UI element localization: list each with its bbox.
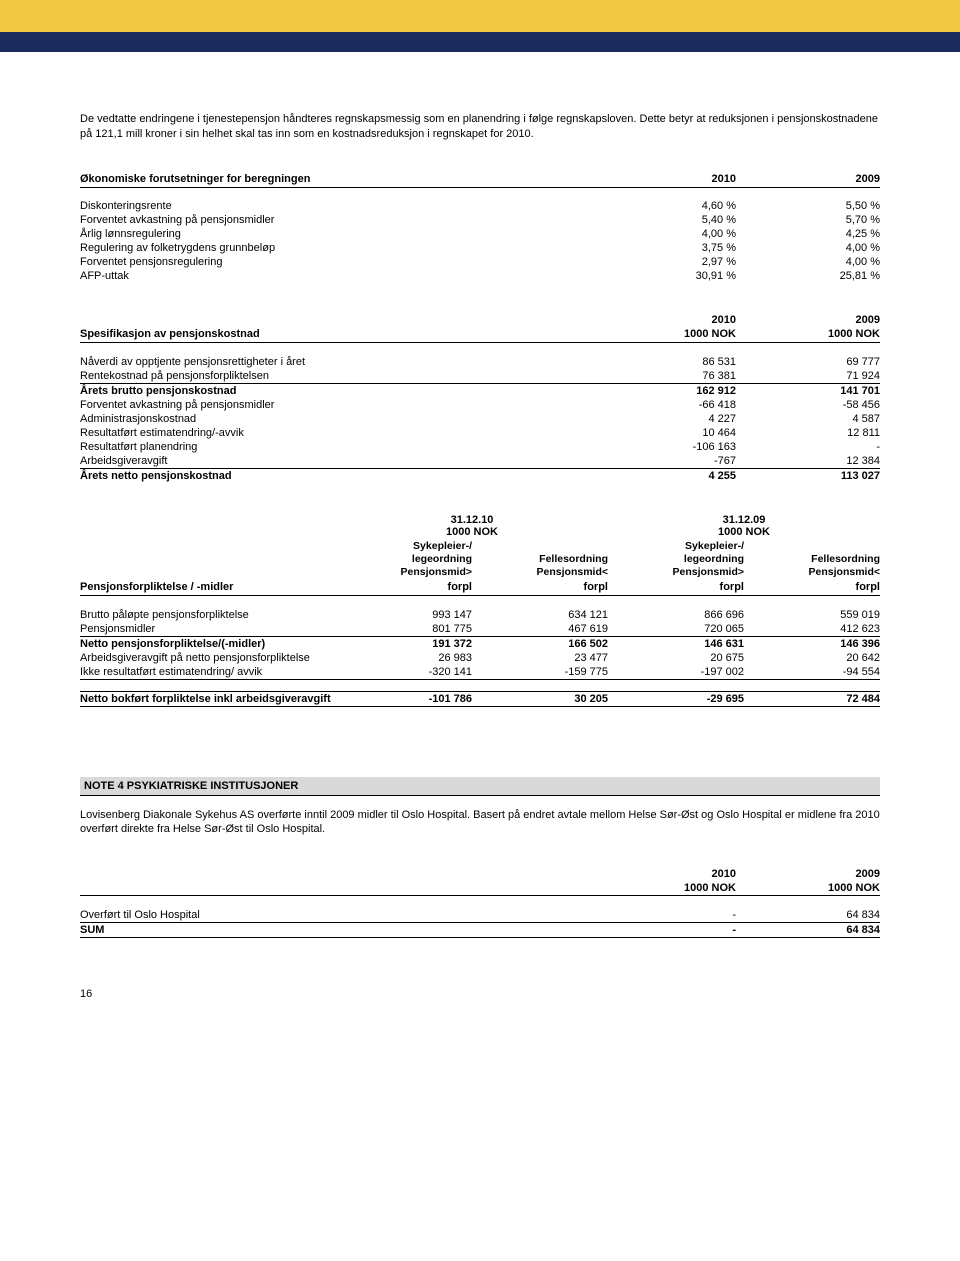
cell-v2: 25,81 % xyxy=(736,269,880,283)
spec-brutto-v2: 141 701 xyxy=(736,383,880,398)
oblig-unit2: 1000 NOK xyxy=(718,526,770,538)
oblig-netto-label: Netto pensjonsforpliktelse/(-midler) xyxy=(80,636,336,651)
table-row: Nåverdi av opptjente pensjonsrettigheter… xyxy=(80,355,880,369)
oblig-col-b2: FellesordningPensjonsmid< xyxy=(744,539,880,580)
cell-label: Diskonteringsrente xyxy=(80,199,592,213)
table-row: Regulering av folketrygdens grunnbeløp 3… xyxy=(80,241,880,255)
cell-label: Forventet pensjonsregulering xyxy=(80,255,592,269)
table-row: Arbeidsgiveravgift -767 12 384 xyxy=(80,454,880,469)
table-row: Forventet avkastning på pensjonsmidler 5… xyxy=(80,213,880,227)
spec-h2b: 1000 NOK xyxy=(736,327,880,343)
spec-table: 2010 2009 Spesifikasjon av pensjonskostn… xyxy=(80,313,880,483)
page-content: De vedtatte endringene i tjenestepensjon… xyxy=(0,112,960,1040)
spec-brutto-label: Årets brutto pensjonskostnad xyxy=(80,383,592,398)
cell-label: Regulering av folketrygdens grunnbeløp xyxy=(80,241,592,255)
header-yellow-stripe xyxy=(0,0,960,32)
table-row: Resultatført estimatendring/-avvik 10 46… xyxy=(80,426,880,440)
note4-row-label: Overført til Oslo Hospital xyxy=(80,908,592,923)
note4-sum-label: SUM xyxy=(80,922,592,937)
cell-v2: 4,00 % xyxy=(736,241,880,255)
spec-h1b: 2009 xyxy=(736,313,880,327)
table-row: AFP-uttak 30,91 % 25,81 % xyxy=(80,269,880,283)
table-row: Administrasjonskostnad 4 227 4 587 xyxy=(80,412,880,426)
cell-label: Forventet avkastning på pensjonsmidler xyxy=(80,213,592,227)
table-row: Resultatført planendring -106 163 - xyxy=(80,440,880,454)
oblig-col-b1: Sykepleier-/legeordningPensjonsmid> xyxy=(608,539,744,580)
header-navy-stripe xyxy=(0,32,960,52)
obligations-table: 31.12.10 1000 NOK 31.12.09 1000 NOK Syke… xyxy=(80,513,880,707)
oblig-date2: 31.12.09 1000 NOK xyxy=(608,513,880,539)
cell-v2: 5,50 % xyxy=(736,199,880,213)
oblig-date1: 31.12.10 1000 NOK xyxy=(336,513,608,539)
assumptions-table: Økonomiske forutsetninger for beregninge… xyxy=(80,172,880,284)
header-bar xyxy=(0,0,960,52)
spec-title: Spesifikasjon av pensjonskostnad xyxy=(80,327,592,343)
assumptions-year-1: 2009 xyxy=(736,172,880,188)
spec-netto-v1: 4 255 xyxy=(592,468,736,483)
cell-v1: 4,60 % xyxy=(592,199,736,213)
table-row: Årlig lønnsregulering 4,00 % 4,25 % xyxy=(80,227,880,241)
oblig-bokf-label: Netto bokført forpliktelse inkl arbeidsg… xyxy=(80,691,336,706)
table-row: Forventet avkastning på pensjonsmidler -… xyxy=(80,398,880,412)
cell-v1: 4,00 % xyxy=(592,227,736,241)
spec-netto-label: Årets netto pensjonskostnad xyxy=(80,468,592,483)
cell-v2: 5,70 % xyxy=(736,213,880,227)
table-row: Diskonteringsrente 4,60 % 5,50 % xyxy=(80,199,880,213)
spec-netto-v2: 113 027 xyxy=(736,468,880,483)
oblig-title: Pensjonsforpliktelse / -midler xyxy=(80,580,336,596)
note4-table: 2010 2009 1000 NOK 1000 NOK Overført til… xyxy=(80,867,880,938)
cell-label: AFP-uttak xyxy=(80,269,592,283)
table-row: Ikke resultatført estimatendring/ avvik … xyxy=(80,665,880,680)
table-row: Brutto påløpte pensjonsforpliktelse 993 … xyxy=(80,608,880,622)
table-row: Forventet pensjonsregulering 2,97 % 4,00… xyxy=(80,255,880,269)
spec-brutto-v1: 162 912 xyxy=(592,383,736,398)
cell-v1: 5,40 % xyxy=(592,213,736,227)
note4-title: NOTE 4 PSYKIATRISKE INSTITUSJONER xyxy=(80,777,880,796)
table-row: Pensjonsmidler 801 775 467 619 720 065 4… xyxy=(80,622,880,637)
oblig-date2-text: 31.12.09 xyxy=(723,514,766,526)
oblig-col-a1: Sykepleier-/legeordningPensjonsmid> xyxy=(336,539,472,580)
note4-text: Lovisenberg Diakonale Sykehus AS overfør… xyxy=(80,808,880,838)
spec-h1a: 2010 xyxy=(592,313,736,327)
cell-v1: 30,91 % xyxy=(592,269,736,283)
cell-v1: 2,97 % xyxy=(592,255,736,269)
cell-label: Årlig lønnsregulering xyxy=(80,227,592,241)
oblig-unit1: 1000 NOK xyxy=(446,526,498,538)
assumptions-year-0: 2010 xyxy=(592,172,736,188)
page-number: 16 xyxy=(80,988,880,1000)
oblig-col-a2: FellesordningPensjonsmid< xyxy=(472,539,608,580)
oblig-date1-text: 31.12.10 xyxy=(451,514,494,526)
table-row: Arbeidsgiveravgift på netto pensjonsforp… xyxy=(80,651,880,665)
intro-paragraph: De vedtatte endringene i tjenestepensjon… xyxy=(80,112,880,142)
spec-h2a: 1000 NOK xyxy=(592,327,736,343)
assumptions-title: Økonomiske forutsetninger for beregninge… xyxy=(80,172,592,188)
cell-v2: 4,25 % xyxy=(736,227,880,241)
cell-v1: 3,75 % xyxy=(592,241,736,255)
table-row: Rentekostnad på pensjonsforpliktelsen 76… xyxy=(80,369,880,384)
cell-v2: 4,00 % xyxy=(736,255,880,269)
